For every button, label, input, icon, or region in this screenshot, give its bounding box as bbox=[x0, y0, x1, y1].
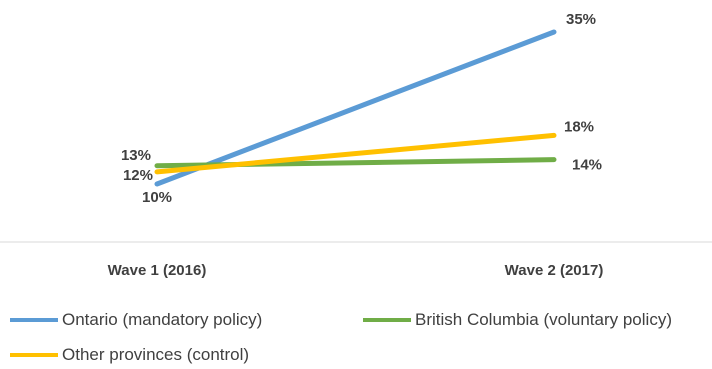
legend-swatch-other-provinces bbox=[10, 353, 58, 357]
legend-item-ontario: Ontario (mandatory policy) bbox=[10, 306, 262, 334]
series-line-other-provinces bbox=[154, 132, 557, 175]
data-labels: 10% 35% 13% 14% 12% 18% bbox=[121, 11, 602, 206]
x-tick-label-wave2: Wave 2 (2017) bbox=[505, 262, 604, 279]
data-label-british-columbia-wave1: 13% bbox=[121, 147, 151, 164]
line-chart: 10% 35% 13% 14% 12% 18% Wave 1 (2016) Wave 2 … bbox=[0, 11, 712, 279]
data-label-ontario-wave2: 35% bbox=[566, 11, 596, 28]
legend-swatch-british-columbia bbox=[363, 318, 411, 322]
series-line-ontario bbox=[154, 29, 557, 187]
data-label-ontario-wave1: 10% bbox=[142, 189, 172, 206]
legend-label-other-provinces: Other provinces (control) bbox=[62, 345, 250, 364]
x-tick-label-wave1: Wave 1 (2016) bbox=[108, 262, 207, 279]
legend-item-british-columbia: British Columbia (voluntary policy) bbox=[363, 306, 672, 334]
legend-label-british-columbia: British Columbia (voluntary policy) bbox=[415, 310, 672, 329]
series-lines bbox=[154, 29, 557, 187]
data-label-other-provinces-wave1: 12% bbox=[123, 167, 153, 184]
legend: Ontario (mandatory policy) British Colum… bbox=[0, 300, 712, 366]
legend-item-other-provinces: Other provinces (control) bbox=[10, 341, 249, 369]
legend-swatch-ontario bbox=[10, 318, 58, 322]
data-label-other-provinces-wave2: 18% bbox=[564, 118, 594, 135]
data-label-british-columbia-wave2: 14% bbox=[572, 157, 602, 174]
legend-label-ontario: Ontario (mandatory policy) bbox=[62, 310, 263, 329]
